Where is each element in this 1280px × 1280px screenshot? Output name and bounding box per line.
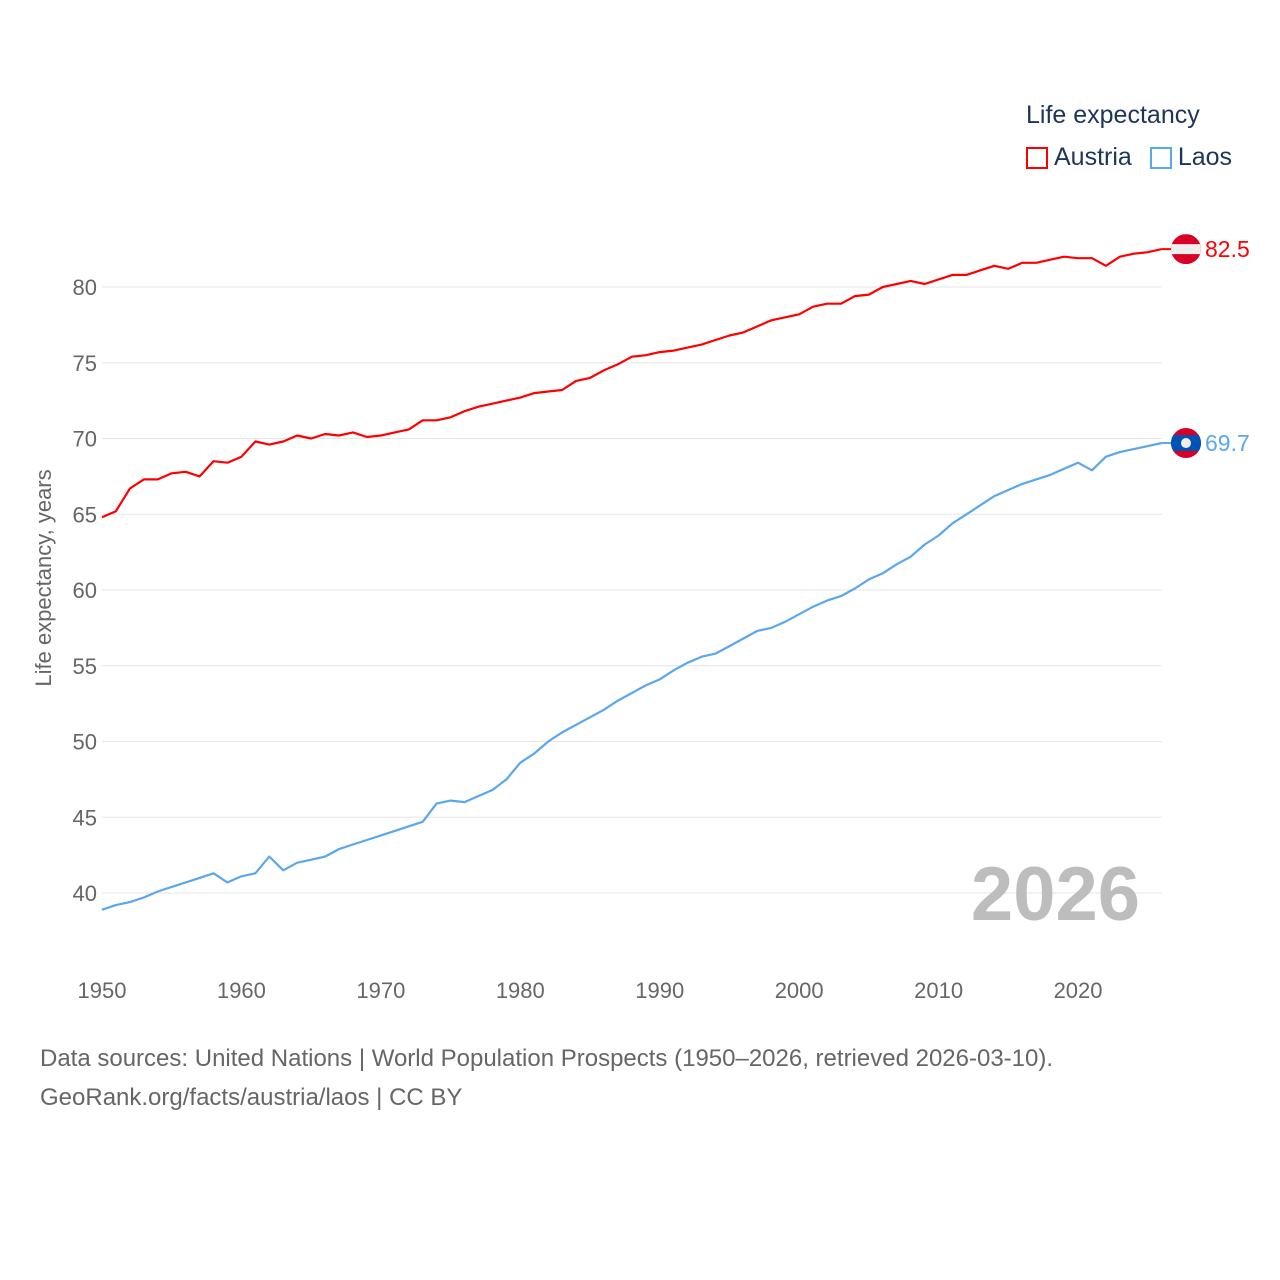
legend-label-austria: Austria [1054,143,1132,171]
x-tick-label: 2010 [914,978,963,1003]
series-line-austria [101,248,1162,519]
austria-flag-stripe [1171,244,1201,255]
end-value-label-laos: 69.7 [1205,430,1250,456]
legend-swatch-laos [1149,146,1172,169]
x-tick-label: 1960 [217,978,266,1003]
x-tick-label: 1980 [496,978,545,1003]
series-line-laos [101,441,1162,911]
y-tick-label: 75 [73,351,97,376]
y-tick-label: 40 [73,881,97,906]
y-tick-label: 60 [73,578,97,603]
y-tick-label: 70 [73,427,97,452]
legend-title: Life expectancy [1026,101,1200,129]
year-watermark: 2026 [971,852,1140,937]
y-tick-label: 45 [73,805,97,830]
laos-flag-disc [1181,438,1191,449]
legend-item-laos[interactable]: Laos [1149,143,1233,172]
attribution-note: GeoRank.org/facts/austria/laos | CC BY [40,1084,463,1111]
y-tick-label: 55 [73,654,97,679]
legend-swatch-austria [1026,146,1048,169]
y-tick-label: 50 [73,730,97,755]
legend: Austria Laos [1026,143,1232,172]
y-tick-label: 65 [73,502,97,527]
x-tick-label: 2000 [775,978,824,1003]
legend-item-austria[interactable]: Austria [1026,143,1132,172]
x-tick-label: 2020 [1054,978,1103,1003]
data-source-note: Data sources: United Nations | World Pop… [40,1045,1054,1072]
end-value-label-austria: 82.5 [1205,236,1250,262]
legend-label-laos: Laos [1177,143,1233,171]
y-tick-label: 80 [73,275,97,300]
x-tick-label: 1970 [356,978,405,1003]
x-tick-label: 1950 [78,978,127,1003]
y-axis-label: Life expectancy, years [31,469,56,686]
x-tick-label: 1990 [635,978,684,1003]
